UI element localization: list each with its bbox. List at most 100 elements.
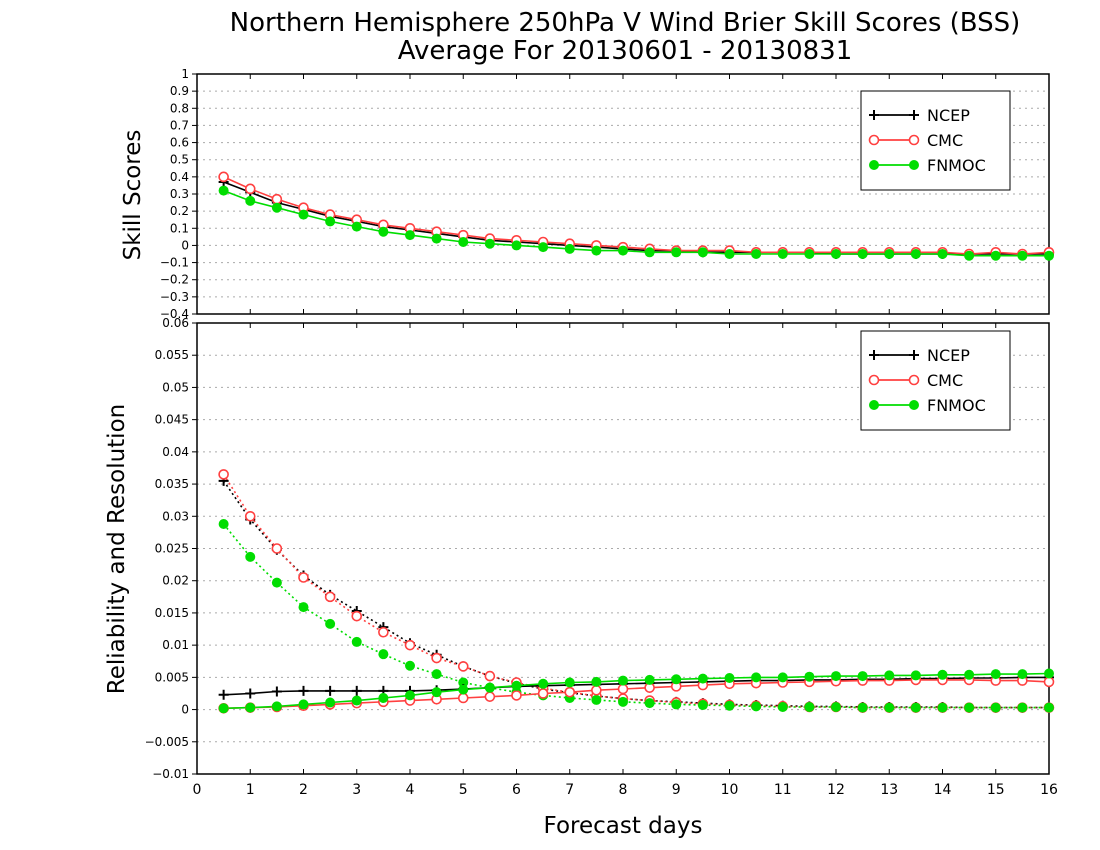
y-tick-label: 0.7 (170, 118, 189, 132)
legend-marker-fnmoc (909, 160, 919, 170)
y-tick-label: 0.04 (162, 445, 189, 459)
data-point-fnmoc-reliability (405, 660, 415, 671)
series-line-cmc-reliability (222, 473, 1049, 709)
data-point-fnmoc-resolution (804, 671, 815, 682)
data-point-fnmoc (458, 237, 469, 247)
skill-scores-panel: 1 0.9 0.8 0.7 0.6 0.5 0.4 0.3 0.2 0.1 0 −0.1 −0.2 −0.… (160, 67, 1055, 321)
data-point-fnmoc-reliability (644, 698, 655, 709)
y-tick-label: 0.06 (162, 316, 189, 330)
data-point-fnmoc-resolution (458, 684, 469, 695)
data-point-fnmoc-resolution (618, 675, 628, 686)
data-point-cmc-reliability (271, 543, 283, 554)
legend-label-fnmoc: FNMOC (927, 156, 986, 175)
data-point-fnmoc-reliability (431, 669, 442, 680)
data-point-cmc-resolution (537, 688, 549, 699)
data-point-fnmoc-resolution (964, 669, 975, 680)
y-axis-label-reliability-resolution: Reliability and Resolution (104, 404, 130, 694)
legend-marker-ncep (869, 350, 879, 360)
data-point-cmc (218, 171, 229, 183)
data-point-fnmoc (751, 249, 762, 259)
data-point-fnmoc-resolution (697, 673, 708, 684)
legend-marker-fnmoc (909, 400, 919, 410)
data-point-fnmoc-resolution (990, 669, 1001, 680)
y-tick-label: 1 (181, 67, 189, 81)
y-tick-label: 0.05 (162, 380, 189, 394)
data-point-fnmoc-resolution (751, 672, 762, 683)
data-point-cmc-resolution (564, 686, 576, 698)
data-point-fnmoc (990, 250, 1001, 261)
data-point-fnmoc-reliability (857, 702, 868, 713)
data-point-fnmoc (910, 249, 921, 259)
data-point-fnmoc-reliability (245, 551, 256, 562)
x-tick-label: 3 (352, 782, 361, 798)
data-point-fnmoc-resolution (218, 703, 229, 714)
legend-marker-ncep (909, 350, 919, 360)
legend-label-ncep: NCEP (927, 346, 970, 365)
data-point-cmc-resolution (617, 683, 629, 695)
reliability-resolution-panel: 0.060.0550.050.0450.040.0350.030.0250.02… (145, 316, 1058, 798)
legend-marker-fnmoc (869, 160, 879, 170)
data-point-fnmoc (564, 243, 575, 254)
x-tick-label: 8 (619, 782, 628, 798)
data-point-fnmoc-reliability (1017, 702, 1028, 713)
data-point-fnmoc-resolution (671, 674, 682, 685)
data-point-fnmoc-reliability (884, 702, 895, 713)
data-point-cmc-reliability (244, 510, 256, 522)
data-point-cmc-resolution (511, 690, 522, 701)
data-point-fnmoc (671, 247, 682, 258)
data-point-fnmoc (618, 245, 628, 256)
y-tick-label: 0.1 (170, 221, 189, 235)
data-point-fnmoc-reliability (937, 702, 948, 713)
x-axis-label: Forecast days (544, 813, 703, 839)
data-point-fnmoc (964, 250, 975, 261)
y-axis-label-skill-scores: Skill Scores (120, 130, 146, 261)
data-point-fnmoc-resolution (724, 673, 735, 684)
data-point-fnmoc (378, 226, 389, 237)
y-tick-label: 0.035 (155, 477, 189, 491)
x-tick-label: 6 (512, 782, 521, 798)
data-point-fnmoc-reliability (591, 694, 602, 705)
y-tick-label: 0.005 (155, 670, 189, 684)
x-tick-label: 5 (459, 782, 468, 798)
legend-marker-fnmoc (869, 400, 879, 410)
data-point-fnmoc-resolution (325, 697, 336, 708)
data-point-fnmoc (884, 249, 895, 259)
data-point-fnmoc-resolution (644, 674, 655, 685)
data-point-fnmoc-resolution (910, 670, 921, 681)
y-tick-label: 0.01 (162, 638, 189, 652)
legend-marker-cmc (908, 134, 920, 146)
y-tick-label: −0.4 (160, 307, 189, 321)
data-point-ncep-resolution (218, 689, 229, 700)
data-point-fnmoc-resolution (271, 701, 282, 712)
data-point-fnmoc-resolution (591, 676, 602, 687)
series-line-ncep-reliability (222, 480, 1049, 709)
y-tick-label: 0 (181, 703, 189, 717)
data-point-fnmoc (857, 249, 868, 259)
data-point-cmc-resolution (484, 691, 496, 702)
data-point-cmc-reliability (378, 626, 389, 638)
data-point-ncep-resolution (325, 685, 336, 696)
plot-frame (196, 73, 1050, 315)
data-point-fnmoc (245, 195, 256, 206)
y-tick-label: 0.015 (155, 606, 189, 620)
plot-frame (196, 322, 1050, 775)
data-point-cmc-resolution (457, 692, 469, 704)
data-point-fnmoc-resolution (351, 695, 362, 706)
y-tick-label: 0.9 (170, 84, 189, 98)
data-point-ncep-resolution (245, 688, 256, 699)
data-point-fnmoc (538, 242, 549, 253)
data-point-fnmoc (271, 202, 282, 213)
data-point-fnmoc-resolution (538, 678, 549, 689)
legend-marker-ncep (869, 110, 879, 120)
data-point-fnmoc-reliability (378, 649, 389, 660)
data-point-fnmoc-reliability (325, 618, 336, 629)
data-point-fnmoc-reliability (1044, 702, 1054, 713)
y-tick-label: 0.055 (155, 348, 189, 362)
data-point-ncep-resolution (271, 686, 282, 697)
data-point-cmc-reliability (351, 610, 363, 622)
y-tick-label: 0.045 (155, 413, 189, 427)
data-point-fnmoc-reliability (671, 699, 682, 710)
x-tick-label: 2 (299, 782, 308, 798)
data-point-cmc-reliability (324, 591, 336, 603)
